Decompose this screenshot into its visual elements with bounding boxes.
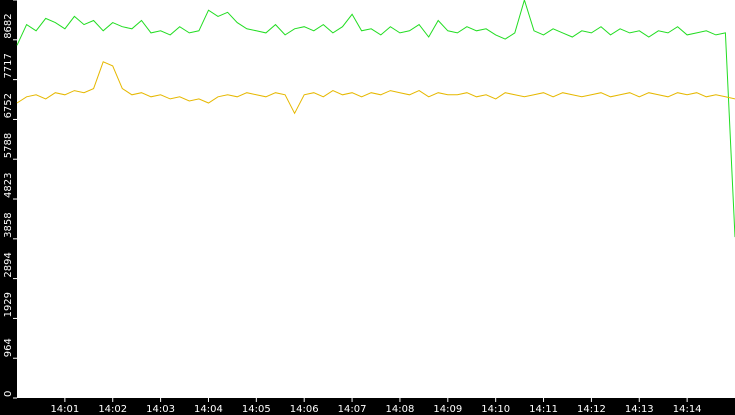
y-tick-label: 2894 — [3, 252, 14, 277]
x-tick-label: 14:04 — [194, 404, 223, 415]
x-tick-label: 14:13 — [625, 404, 654, 415]
x-tick-label: 14:06 — [290, 404, 319, 415]
y-tick-label: 5788 — [3, 133, 14, 158]
x-tick-label: 14:08 — [386, 404, 415, 415]
x-tick-label: 14:03 — [146, 404, 175, 415]
x-axis-bar — [0, 398, 735, 415]
y-tick-label: 4823 — [3, 173, 14, 198]
series-line — [16, 61, 735, 115]
x-tick-label: 14:07 — [338, 404, 367, 415]
y-tick-label: 8682 — [3, 13, 14, 38]
x-tick-label: 14:01 — [50, 404, 79, 415]
y-tick-label: 1929 — [3, 292, 14, 317]
x-tick-label: 14:02 — [98, 404, 127, 415]
x-tick-label: 14:09 — [433, 404, 462, 415]
series-line — [16, 0, 735, 238]
x-tick-label: 14:11 — [529, 404, 558, 415]
y-tick-label: 6752 — [3, 93, 14, 118]
x-tick-label: 14:12 — [577, 404, 606, 415]
x-tick-label: 14:14 — [673, 404, 702, 415]
x-tick-label: 14:05 — [242, 404, 271, 415]
y-axis-bar — [0, 0, 17, 415]
y-tick-label: 964 — [3, 338, 14, 357]
x-tick-label: 14:10 — [481, 404, 510, 415]
y-tick-label: 0 — [3, 391, 14, 397]
y-tick-label: 7717 — [3, 53, 14, 78]
y-tick-label: 3858 — [3, 212, 14, 237]
